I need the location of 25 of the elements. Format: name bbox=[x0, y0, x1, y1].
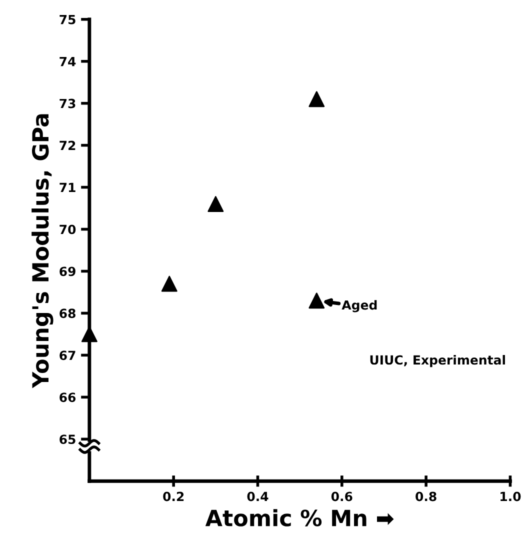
y-tick-label: 70 bbox=[60, 224, 76, 234]
y-tick-label: 68 bbox=[60, 308, 76, 318]
y-tick-label: 69 bbox=[60, 266, 76, 276]
y-tick-label: 74 bbox=[60, 56, 76, 66]
x-tick-label: 0.6 bbox=[331, 492, 352, 502]
y-tick-label: 75 bbox=[60, 14, 76, 24]
x-axis-title: Atomic % Mn ➡ bbox=[205, 509, 394, 526]
y-tick-label: 65 bbox=[60, 434, 76, 444]
y-tick-label: 72 bbox=[60, 140, 76, 150]
y-tick-label: 67 bbox=[60, 350, 76, 360]
y-tick-label: 73 bbox=[60, 98, 76, 108]
annotation: UIUC, Experimental bbox=[370, 355, 505, 368]
point bbox=[81, 326, 98, 342]
x-tick-label: 0.2 bbox=[163, 492, 184, 502]
y-axis-title: Young's Modulus, GPa bbox=[32, 114, 54, 388]
x-tick-label: 0.4 bbox=[247, 492, 268, 502]
x-tick-label: 0.8 bbox=[416, 492, 436, 502]
y-tick-label: 71 bbox=[60, 182, 76, 192]
point bbox=[208, 196, 224, 212]
y-tick-label: 66 bbox=[60, 392, 76, 402]
annotation: Aged bbox=[342, 300, 377, 312]
x-tick-label: 1.0 bbox=[500, 492, 521, 502]
point bbox=[161, 276, 178, 292]
point bbox=[308, 91, 325, 108]
point bbox=[308, 292, 325, 309]
